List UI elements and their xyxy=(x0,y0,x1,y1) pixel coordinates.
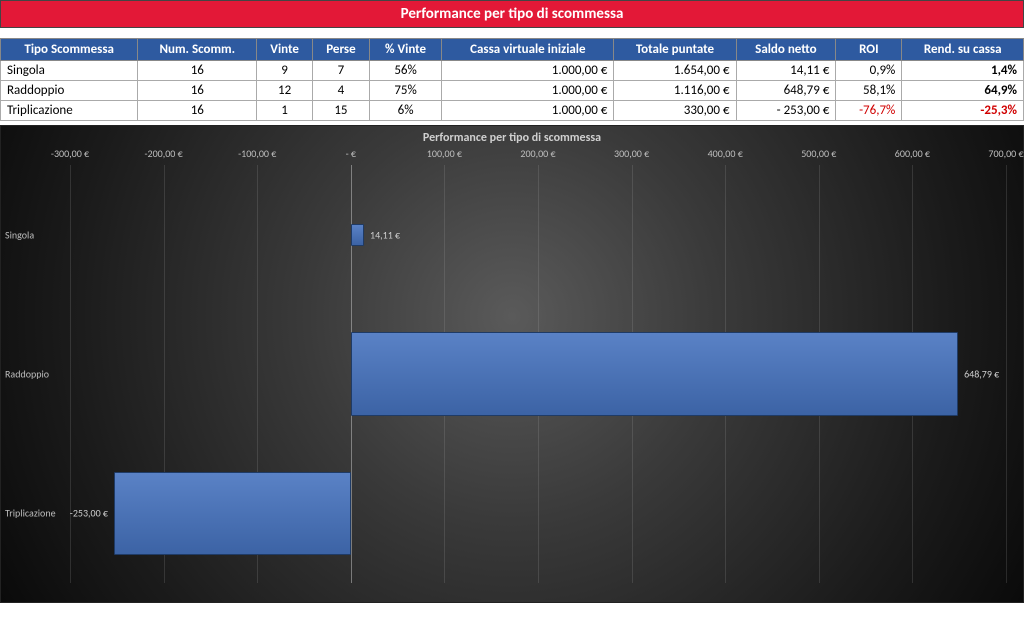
cell-perse: 7 xyxy=(312,61,369,81)
cell-num: 16 xyxy=(138,81,257,101)
col-header-tipo: Tipo Scommessa xyxy=(1,39,138,61)
bar-value-label: -253,00 € xyxy=(70,507,108,520)
x-tick-label: 100,00 € xyxy=(427,147,462,160)
bar xyxy=(351,332,958,416)
cell-cassa: 1.000,00 € xyxy=(442,101,614,121)
cell-pct: 56% xyxy=(369,61,441,81)
x-tick-label: 400,00 € xyxy=(708,147,743,160)
performance-table: Tipo ScommessaNum. Scomm.VintePerse% Vin… xyxy=(0,38,1024,121)
x-tick-label: -300,00 € xyxy=(51,147,89,160)
cell-puntate: 1.116,00 € xyxy=(614,81,736,101)
cell-perse: 15 xyxy=(312,101,369,121)
category-label: Singola xyxy=(5,228,34,241)
col-header-cassa: Cassa virtuale iniziale xyxy=(442,39,614,61)
table-row: Raddoppio1612475%1.000,00 €1.116,00 €648… xyxy=(1,81,1024,101)
cell-saldo: 648,79 € xyxy=(736,81,836,101)
col-header-pct: % Vinte xyxy=(369,39,441,61)
cell-vinte: 9 xyxy=(257,61,313,81)
col-header-puntate: Totale puntate xyxy=(614,39,736,61)
page-title: Performance per tipo di scommessa xyxy=(0,0,1024,28)
x-tick-label: 300,00 € xyxy=(614,147,649,160)
cell-puntate: 330,00 € xyxy=(614,101,736,121)
cell-tipo: Raddoppio xyxy=(1,81,138,101)
x-tick-label: 700,00 € xyxy=(988,147,1023,160)
chart-plot-area: -300,00 €-200,00 €-100,00 €- €100,00 €20… xyxy=(70,165,1006,583)
grid-line xyxy=(70,165,71,583)
performance-chart: Performance per tipo di scommessa -300,0… xyxy=(0,125,1024,603)
col-header-rend: Rend. su cassa xyxy=(902,39,1024,61)
bar-value-label: 648,79 € xyxy=(964,368,999,381)
x-tick-label: -100,00 € xyxy=(238,147,276,160)
cell-saldo: - 253,00 € xyxy=(736,101,836,121)
category-label: Raddoppio xyxy=(5,368,49,381)
cell-puntate: 1.654,00 € xyxy=(614,61,736,81)
col-header-saldo: Saldo netto xyxy=(736,39,836,61)
spacer xyxy=(0,28,1024,38)
col-header-perse: Perse xyxy=(312,39,369,61)
cell-cassa: 1.000,00 € xyxy=(442,81,614,101)
col-header-roi: ROI xyxy=(836,39,902,61)
cell-pct: 6% xyxy=(369,101,441,121)
cell-tipo: Triplicazione xyxy=(1,101,138,121)
cell-num: 16 xyxy=(138,101,257,121)
category-label: Triplicazione xyxy=(5,507,56,520)
col-header-vinte: Vinte xyxy=(257,39,313,61)
cell-saldo: 14,11 € xyxy=(736,61,836,81)
bar xyxy=(351,224,364,246)
table-row: Singola169756%1.000,00 €1.654,00 €14,11 … xyxy=(1,61,1024,81)
x-tick-label: 500,00 € xyxy=(801,147,836,160)
cell-rend: -25,3% xyxy=(902,101,1024,121)
cell-vinte: 1 xyxy=(257,101,313,121)
table-row: Triplicazione161156%1.000,00 €330,00 €- … xyxy=(1,101,1024,121)
x-tick-label: 200,00 € xyxy=(520,147,555,160)
bar-value-label: 14,11 € xyxy=(370,228,400,241)
cell-perse: 4 xyxy=(312,81,369,101)
grid-line xyxy=(1006,165,1007,583)
cell-num: 16 xyxy=(138,61,257,81)
cell-roi: -76,7% xyxy=(836,101,902,121)
cell-pct: 75% xyxy=(369,81,441,101)
cell-roi: 0,9% xyxy=(836,61,902,81)
cell-roi: 58,1% xyxy=(836,81,902,101)
cell-vinte: 12 xyxy=(257,81,313,101)
x-tick-label: 600,00 € xyxy=(895,147,930,160)
cell-tipo: Singola xyxy=(1,61,138,81)
col-header-num: Num. Scomm. xyxy=(138,39,257,61)
x-tick-label: - € xyxy=(346,147,356,160)
chart-title: Performance per tipo di scommessa xyxy=(0,131,1024,145)
x-tick-label: -200,00 € xyxy=(144,147,182,160)
cell-cassa: 1.000,00 € xyxy=(442,61,614,81)
cell-rend: 64,9% xyxy=(902,81,1024,101)
bar xyxy=(114,472,351,556)
cell-rend: 1,4% xyxy=(902,61,1024,81)
